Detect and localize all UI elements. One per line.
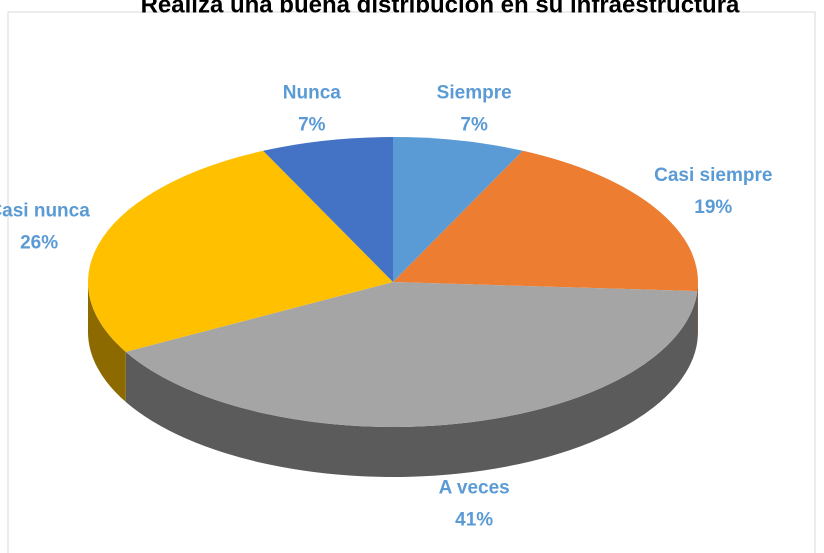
slice-label: A veces [439,478,510,499]
pie-slice [88,150,394,352]
slice-value-label: 26% [20,232,58,253]
pie-side [697,282,698,342]
chart-title: Realiza una buena distribución en su inf… [141,0,740,18]
pie-slice [125,282,698,427]
pie-slice [263,137,393,282]
pie-slice [393,137,523,282]
slice-label: Casi siempre [654,165,772,186]
slice-label: Siempre [437,82,512,103]
slice-value-label: 41% [455,510,493,531]
slice-value-label: 7% [460,114,488,135]
pie-side [88,282,126,402]
pie-side [125,291,698,478]
pie-slice [393,150,698,292]
slice-label: Casi nunca [0,200,90,221]
slice-value-label: 7% [298,114,326,135]
slice-label: Nunca [283,82,342,103]
slice-value-label: 19% [694,197,732,218]
